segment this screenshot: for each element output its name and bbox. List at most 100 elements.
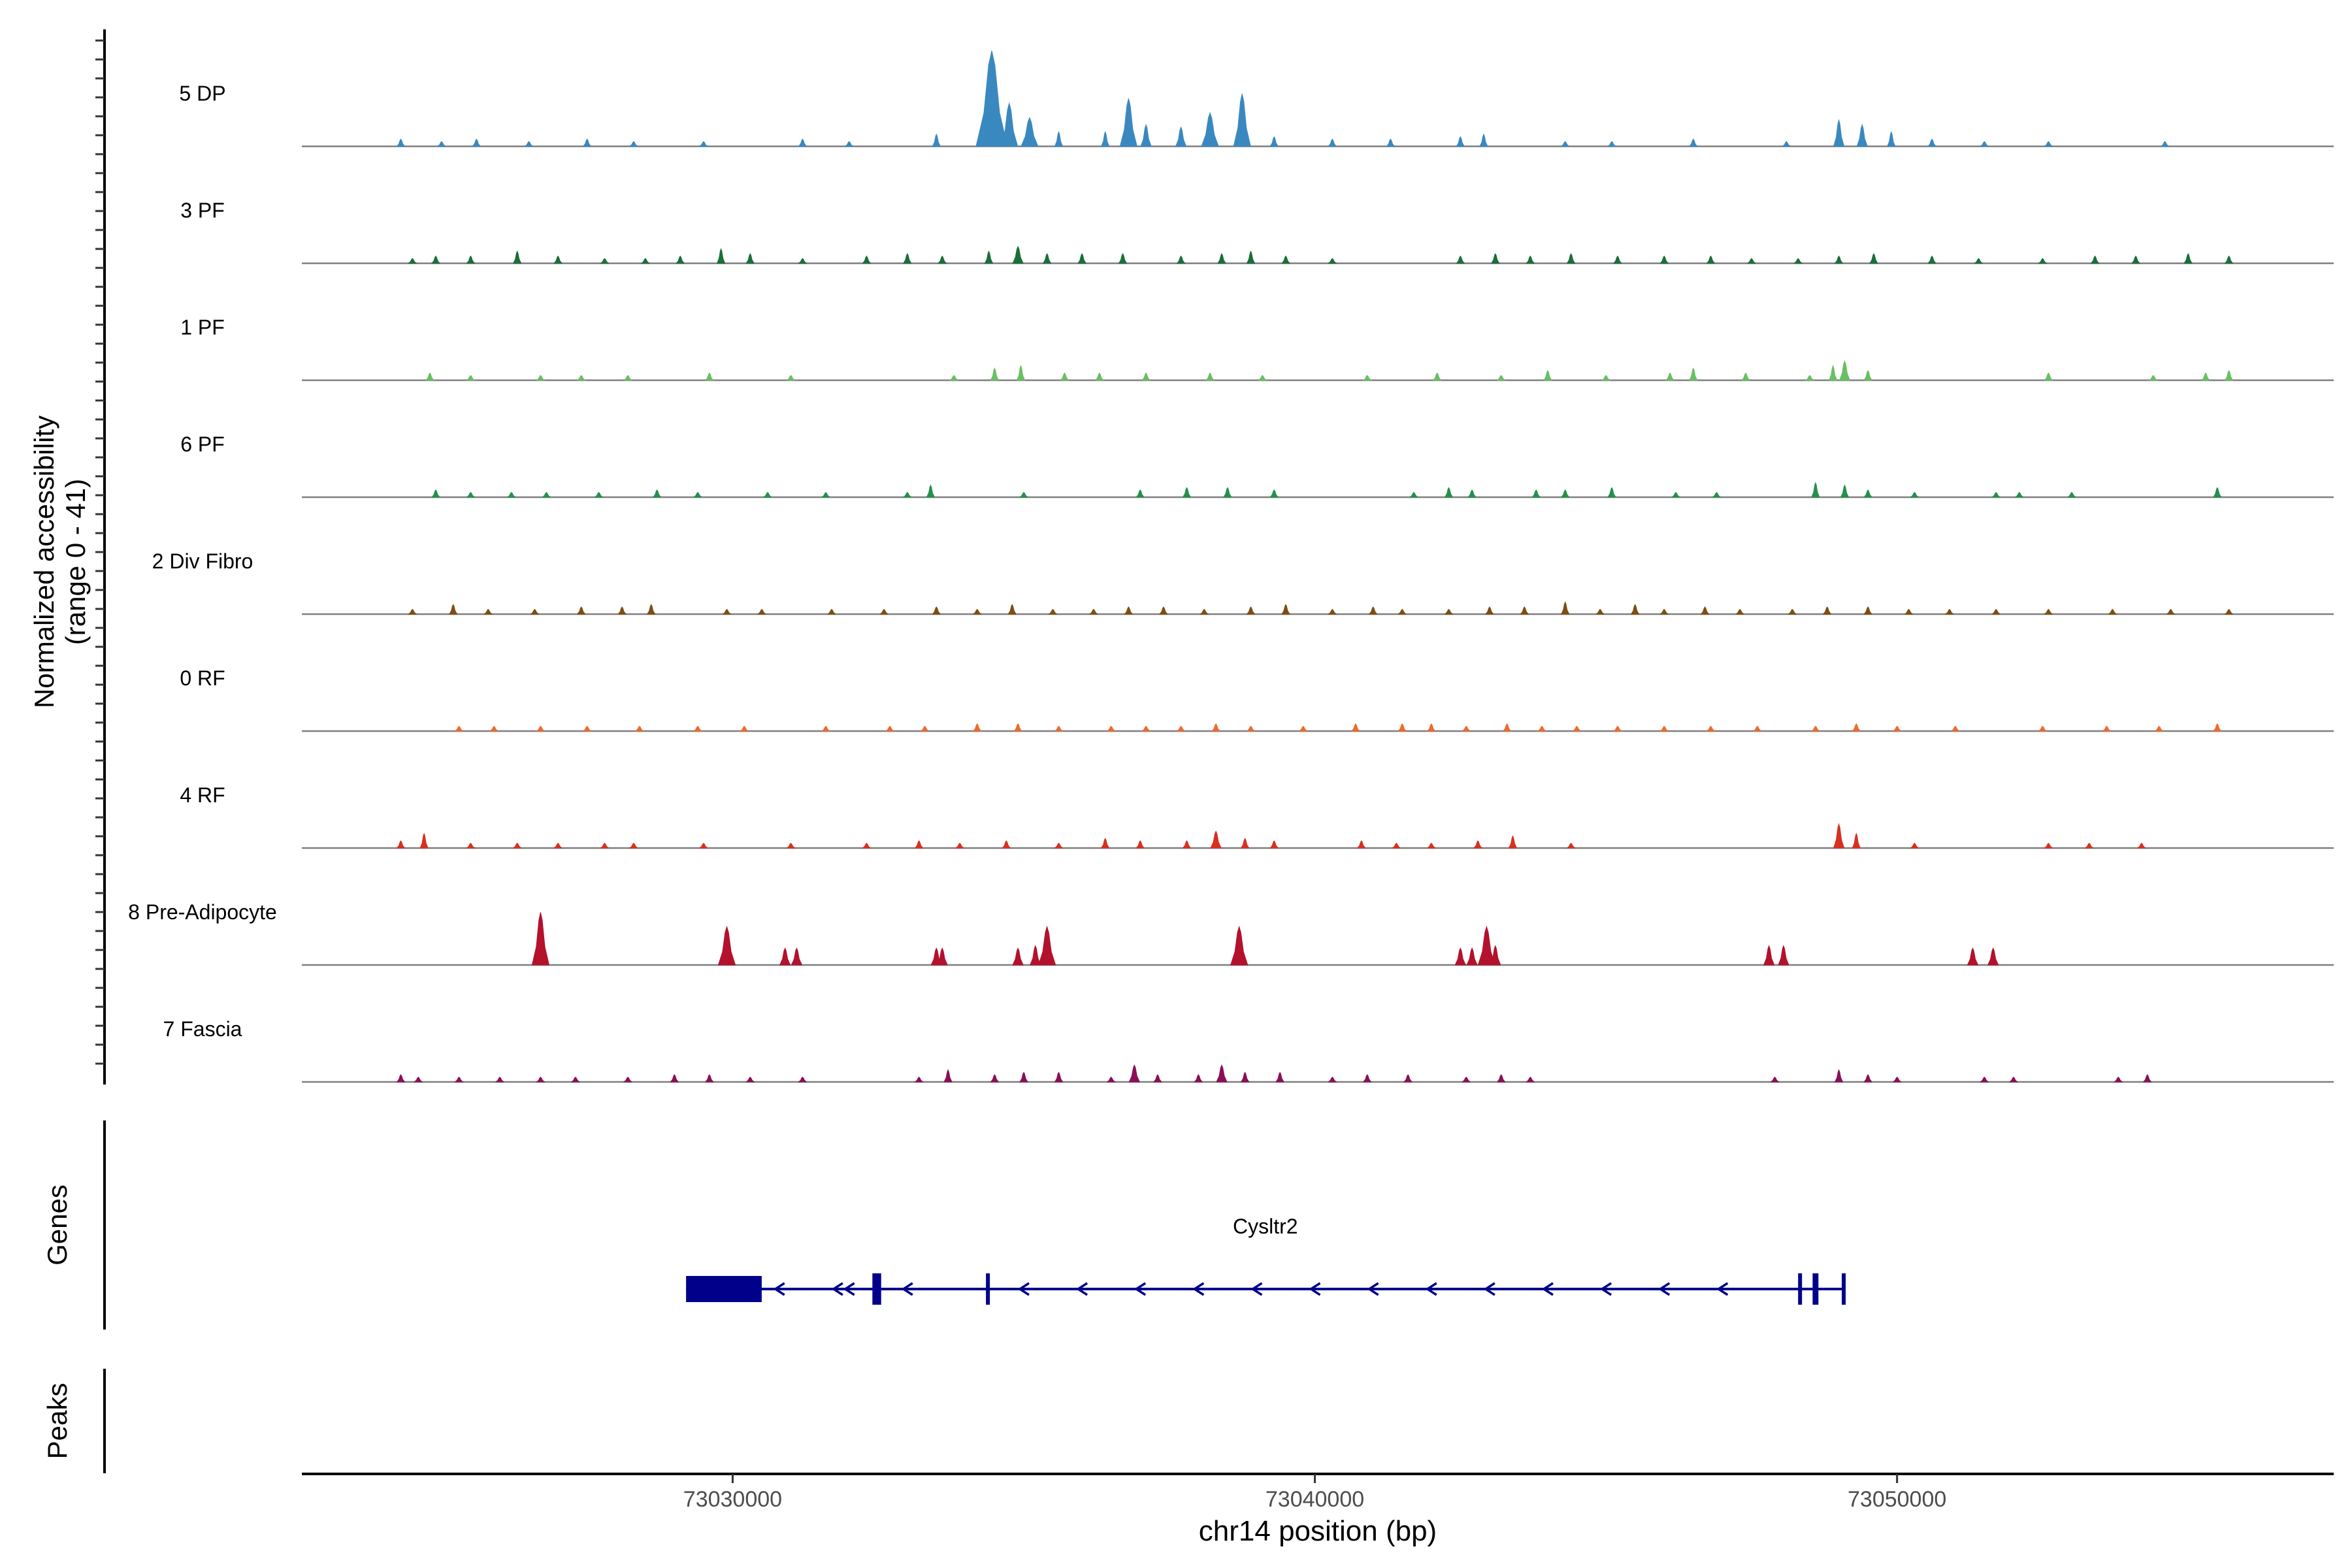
coverage-peak xyxy=(1502,723,1512,732)
coverage-peak xyxy=(1910,492,1919,498)
coverage-peak xyxy=(1566,843,1576,849)
coverage-peak xyxy=(914,1077,924,1083)
coverage-peak xyxy=(1473,840,1483,849)
coverage-peak xyxy=(1811,482,1820,498)
track-label: 4 RF xyxy=(180,783,225,807)
gene-exon xyxy=(986,1273,990,1305)
coverage-peak xyxy=(1612,726,1623,732)
coverage-peak xyxy=(629,141,639,147)
coverage-peak xyxy=(972,723,982,732)
coverage-peak xyxy=(1740,372,1751,381)
gene-exon xyxy=(872,1273,881,1305)
x-tick-label: 73040000 xyxy=(1266,1487,1364,1512)
coverage-peak xyxy=(1432,372,1442,381)
coverage-peak xyxy=(1216,1064,1228,1083)
coverage-peak xyxy=(1595,609,1605,615)
coverage-peak xyxy=(1088,609,1099,615)
coverage-peak xyxy=(536,375,546,381)
coverage-peak xyxy=(1537,726,1547,732)
coverage-peak xyxy=(938,255,947,264)
coverage-peak xyxy=(1409,492,1419,498)
coverage-peak xyxy=(1054,726,1064,732)
track-label: 5 DP xyxy=(179,82,225,105)
coverage-peak xyxy=(716,248,726,264)
coverage-peak xyxy=(2136,843,2147,849)
track-7-fascia: 7 Fascia xyxy=(163,1017,2334,1083)
coverage-peak xyxy=(1927,139,1937,147)
coverage-peak xyxy=(1856,123,1868,147)
coverage-peak xyxy=(1246,726,1256,732)
coverage-peak xyxy=(2224,609,2234,615)
coverage-peak xyxy=(2224,370,2234,381)
coverage-peak xyxy=(1520,606,1529,615)
coverage-peak xyxy=(1689,367,1698,381)
coverage-peak xyxy=(1106,1077,1117,1083)
coverage-peak xyxy=(826,609,837,615)
coverage-peak xyxy=(1601,375,1611,381)
coverage-peak xyxy=(1659,255,1669,264)
coverage-peak xyxy=(1141,372,1151,381)
coverage-peak xyxy=(798,139,808,147)
coverage-peak xyxy=(955,843,965,849)
track-5-dp: 5 DP xyxy=(179,50,2334,148)
coverage-peak xyxy=(1182,840,1192,849)
coverage-peak xyxy=(1490,253,1500,264)
coverage-peak xyxy=(1456,255,1465,264)
coverage-peak xyxy=(1467,489,1477,498)
peaks-panel-label: Peaks xyxy=(42,1383,73,1460)
track-label: 8 Pre-Adipocyte xyxy=(128,900,277,924)
coverage-peak xyxy=(1269,840,1279,849)
coverage-peak xyxy=(489,726,499,732)
coverage-peak xyxy=(1002,840,1011,849)
coverage-peak xyxy=(1852,723,1861,732)
track-label: 7 Fascia xyxy=(163,1017,242,1041)
coverage-peak xyxy=(425,372,435,381)
coverage-peak xyxy=(1233,93,1251,147)
y-axis-ticks xyxy=(95,39,105,1065)
coverage-peak xyxy=(640,258,651,264)
accessibility-tracks: 5 DP 3 PF 1 PF 6 PF 2 Div Fibro 0 RF 4 RF 8 Pre… xyxy=(128,50,2334,1083)
coverage-peak xyxy=(570,1077,581,1083)
track-4-rf: 4 RF xyxy=(180,783,2334,849)
y-axis-title-line2: (range 0 - 41) xyxy=(60,479,91,645)
coverage-peak xyxy=(1828,365,1838,381)
coverage-peak xyxy=(1135,840,1145,849)
coverage-peak xyxy=(1456,136,1465,147)
coverage-peak xyxy=(466,375,476,381)
y-axis-title: Normalized accessibility (range 0 - 41) xyxy=(29,416,91,708)
coverage-peak xyxy=(1560,601,1570,615)
coverage-peak xyxy=(576,606,586,615)
coverage-peak xyxy=(1974,258,1984,264)
coverage-peak xyxy=(2148,375,2159,381)
x-axis-title: chr14 position (bp) xyxy=(1199,1515,1437,1547)
coverage-peak xyxy=(693,492,703,498)
coverage-peak xyxy=(798,1077,808,1083)
coverage-peak xyxy=(984,250,994,264)
coverage-peak xyxy=(1016,365,1026,381)
coverage-peak xyxy=(1094,372,1104,381)
coverage-peak xyxy=(1793,258,1803,264)
coverage-peak xyxy=(745,1077,755,1083)
coverage-peak xyxy=(885,726,895,732)
coverage-peak xyxy=(1240,1071,1250,1083)
coverage-peak xyxy=(1054,131,1064,147)
coverage-peak xyxy=(1630,604,1640,615)
coverage-peak xyxy=(512,250,522,264)
coverage-peak xyxy=(943,1069,953,1083)
gene-exon xyxy=(1798,1273,1803,1305)
coverage-peak xyxy=(722,609,732,615)
strand-arrow xyxy=(1599,1282,1612,1296)
x-axis-ticks: 73030000 73040000 73050000 xyxy=(683,1474,1946,1512)
track-label: 0 RF xyxy=(180,666,225,690)
coverage-peak xyxy=(757,609,767,615)
track-0-rf: 0 RF xyxy=(180,666,2334,732)
coverage-peak xyxy=(2038,258,2048,264)
strand-arrow xyxy=(1716,1282,1729,1296)
strand-arrow xyxy=(831,1282,843,1296)
coverage-peak xyxy=(2160,141,2170,147)
coverage-peak xyxy=(1834,255,1844,264)
coverage-peak xyxy=(629,843,639,849)
x-tick-label: 73050000 xyxy=(1848,1487,1946,1512)
coverage-peak xyxy=(2084,843,2095,849)
